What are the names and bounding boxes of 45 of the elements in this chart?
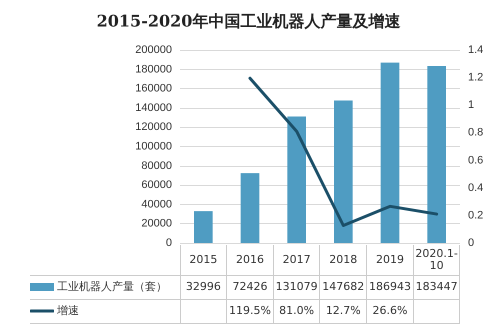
legend-label: 增速	[57, 304, 79, 317]
y-tick-label: 200000	[135, 44, 172, 56]
legend-label: 工业机器人产量（套）	[57, 280, 167, 293]
y-tick-label: 120000	[135, 121, 172, 134]
data-label: 186943	[366, 275, 414, 299]
bar	[380, 62, 400, 243]
y2-tick-label: 0.2	[468, 209, 484, 222]
line-series	[248, 76, 438, 227]
y2-tick-label: 0	[468, 237, 474, 249]
data-label: 183447	[413, 275, 460, 299]
x-tick-label: 2019	[366, 245, 414, 275]
y2-tick-label: 1.4	[468, 44, 484, 56]
bar	[334, 100, 353, 243]
bar	[287, 116, 306, 243]
x-tick-label: 2017	[273, 245, 320, 275]
y2-tick-label: 0.4	[468, 182, 484, 194]
data-label: 32996	[180, 275, 227, 299]
y-tick-label: 180000	[135, 63, 172, 76]
x-tick-label: 2016	[226, 245, 274, 275]
y-tick-label: 40000	[141, 198, 172, 210]
y2-tick-label: 1.2	[468, 72, 484, 84]
x-tick-label: 2015	[180, 245, 227, 275]
y-tick-label: 0	[166, 237, 172, 249]
y-tick-label: 100000	[135, 140, 172, 152]
bar	[240, 173, 260, 243]
y2-tick-label: 0.6	[468, 154, 484, 166]
y-tick-label: 160000	[135, 82, 172, 95]
bar	[427, 66, 446, 243]
y-tick-label: 60000	[141, 179, 172, 192]
y-tick-label: 80000	[141, 160, 172, 172]
x-tick-label: 2018	[320, 245, 367, 275]
data-label: 26.6%	[366, 299, 414, 323]
y-tick-label: 20000	[141, 218, 172, 230]
y-tick-label: 140000	[135, 102, 172, 114]
data-label: 147682	[320, 275, 367, 299]
chart-title: 2015-2020年中国工业机器人产量及增速	[96, 12, 402, 30]
data-label: 81.0%	[273, 299, 320, 323]
bar	[194, 211, 213, 243]
x-tick-label: 2020.1-10	[413, 245, 460, 275]
data-label: 12.7%	[320, 299, 367, 323]
y2-tick-label: 1	[468, 99, 474, 112]
data-label: 72426	[226, 275, 274, 299]
data-label: 119.5%	[226, 299, 274, 323]
y2-tick-label: 0.8	[468, 126, 484, 139]
data-label: 131079	[273, 275, 320, 299]
